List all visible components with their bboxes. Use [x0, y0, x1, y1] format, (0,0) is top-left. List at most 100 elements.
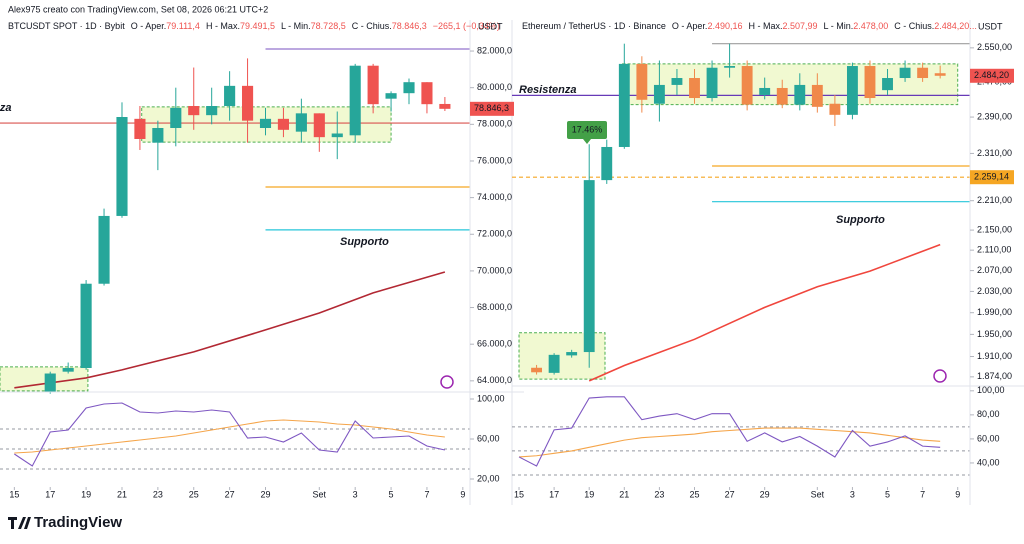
- y-tick-label: 70.000,0: [477, 265, 512, 275]
- y-tick-label: 68.000,0: [477, 302, 512, 312]
- rsi-tick-label: 100,00: [477, 393, 505, 403]
- resistance-label: Resistenza: [519, 84, 576, 96]
- candle-body: [44, 373, 56, 392]
- candle-body: [759, 87, 771, 95]
- x-tick-label: 3: [850, 489, 855, 499]
- rsi-tick-label: 40,00: [977, 457, 1000, 467]
- candle-body: [349, 65, 361, 136]
- legend-label: L - Min.: [824, 21, 854, 31]
- candle-body: [811, 84, 823, 107]
- y-tick-label: 2.110,00: [977, 245, 1011, 255]
- x-tick-label: Set: [811, 489, 825, 499]
- legend-value: 79.111,4: [166, 21, 200, 31]
- rsi-tick-label: 60,00: [977, 433, 1000, 443]
- legend-value: 78.846,3: [392, 21, 427, 31]
- callout-arrow: [583, 139, 591, 144]
- rsi-signal: [14, 419, 445, 454]
- y-tick-label: 2.150,00: [977, 224, 1012, 234]
- rsi-tick-label: 80,00: [977, 409, 1000, 419]
- y-tick-label: 64.000,0: [477, 375, 512, 385]
- x-tick-label: 17: [549, 489, 559, 499]
- candle-body: [934, 73, 946, 76]
- rsi-tick-label: 60,00: [477, 433, 500, 443]
- x-tick-label: 29: [760, 489, 770, 499]
- rsi-line: [14, 402, 446, 467]
- rsi-signal: [518, 427, 941, 458]
- y-tick-label: 1.950,00: [977, 329, 1012, 339]
- plot: Resistenza Supporto: [0, 48, 470, 470]
- symbol: BTCUSDT SPOT · 1D · Bybit: [8, 21, 125, 31]
- candle-body: [62, 368, 74, 372]
- legend-change: −265,1 (−0,34%): [433, 21, 500, 31]
- candle-body: [367, 65, 379, 105]
- candle-body: [80, 283, 92, 369]
- candle-body: [116, 117, 128, 216]
- candle-body: [689, 78, 700, 99]
- x-tick-label: 15: [9, 489, 19, 499]
- y-tick-label: 2.070,00: [977, 265, 1012, 275]
- y-tick-label: 1.910,00: [977, 351, 1012, 361]
- rsi-line: [518, 396, 941, 467]
- footer: TradingView: [34, 514, 122, 531]
- x-tick-label: 21: [619, 489, 629, 499]
- candle-body: [794, 84, 806, 105]
- y-tick-label: 1.874,00: [977, 371, 1012, 381]
- candle-body: [829, 103, 841, 115]
- candle-body: [98, 215, 110, 284]
- candle-body: [846, 66, 858, 115]
- candle-body: [421, 82, 433, 105]
- moving-average: [588, 243, 941, 382]
- candle-body: [531, 367, 543, 373]
- x-tick-label: 21: [117, 489, 127, 499]
- symbol: Ethereum / TetherUS · 1D · Binance: [522, 21, 666, 31]
- x-tick-label: 7: [920, 489, 925, 499]
- y-tick-label: 66.000,0: [477, 339, 512, 349]
- x-tick-label: 27: [225, 489, 235, 499]
- price-tag-label: 2.259,14: [974, 172, 1009, 182]
- candle-body: [403, 82, 415, 94]
- rsi-tick-label: 20,00: [477, 473, 500, 483]
- candle-body: [601, 146, 613, 181]
- x-tick-label: 3: [353, 489, 358, 499]
- candle-body: [295, 113, 307, 132]
- resistance-label: Resistenza: [0, 102, 11, 114]
- legend-line: BTCUSDT SPOT · 1D · Bybit O - Aper.79.111…: [8, 21, 500, 31]
- price-tag: [970, 68, 1014, 83]
- candle-body: [741, 66, 753, 105]
- candle-body: [259, 118, 272, 128]
- footer-logo: TradingView: [8, 514, 122, 531]
- legend-label: C - Chius.: [352, 21, 392, 31]
- legend-label: H - Max.: [206, 21, 240, 31]
- x-tick-label: 23: [654, 489, 664, 499]
- support-label: Supporto: [836, 214, 885, 226]
- x-tick-label: 19: [81, 489, 91, 499]
- legend-value: 2.490,16: [707, 21, 742, 31]
- candle-body: [566, 352, 578, 356]
- x-tick-label: 17: [45, 489, 55, 499]
- y-tick-label: 2.390,00: [977, 111, 1012, 121]
- plot: Resistenza Supporto 17.46%: [512, 43, 970, 476]
- candle-body: [671, 78, 683, 85]
- legend-value: 78.728,5: [311, 21, 346, 31]
- candle-body: [882, 78, 893, 91]
- support-label: Supporto: [340, 236, 389, 248]
- axis-unit: USDT: [478, 21, 503, 31]
- candle-body: [706, 67, 718, 99]
- candle-body: [224, 85, 236, 107]
- legend-value: 2.484,20...: [934, 21, 977, 31]
- logo-mark: [8, 517, 31, 529]
- callout-box: [567, 121, 607, 139]
- candle-body: [313, 113, 325, 138]
- x-tick-label: 29: [260, 489, 270, 499]
- candle-body: [618, 63, 630, 147]
- x-tick-label: Set: [313, 489, 327, 499]
- x-tick-label: 5: [389, 489, 394, 499]
- candle-body: [439, 103, 451, 109]
- price-tag-label: 2.484,20: [974, 70, 1009, 80]
- indicator-icon: [440, 375, 454, 389]
- legend-label: O - Aper.: [131, 21, 167, 31]
- y-tick-label: 82.000,0: [477, 45, 512, 55]
- legend-label: O - Aper.: [672, 21, 708, 31]
- x-tick-label: 9: [460, 489, 465, 499]
